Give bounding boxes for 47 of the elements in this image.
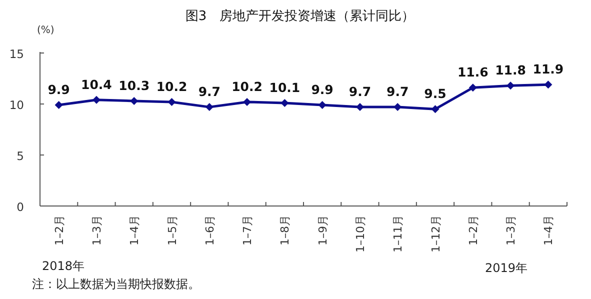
text: 2018年: [42, 259, 85, 273]
data-label: 10.3: [118, 78, 150, 93]
text: 2019年: [485, 261, 528, 275]
data-label: 9.7: [386, 84, 409, 100]
data-label: 10.4: [81, 76, 112, 92]
point: [280, 98, 289, 107]
x-tick-label: 1–11月: [392, 215, 405, 252]
y-tick-label: 15: [9, 47, 24, 61]
data-label: 9.9: [311, 82, 334, 98]
x-tick-label: 1–2月: [52, 215, 66, 246]
x-tick-label: 1–12月: [429, 215, 442, 252]
x-tick-label: 1–8月: [278, 215, 292, 246]
point: [318, 101, 326, 110]
data-label: 11.6: [457, 64, 489, 80]
x-tick-label: 1–7月: [241, 215, 254, 246]
x-tick-label: 1–5月: [166, 215, 179, 246]
x-tick-label: 1–4月: [128, 215, 142, 246]
chart-title: 图3 房地产开发投资增速（累计同比）: [185, 8, 415, 24]
point: [92, 96, 100, 104]
y-tick-label: 5: [16, 149, 24, 163]
y-axis-title: (%): [37, 25, 54, 36]
point: [431, 105, 440, 114]
data-label: 9.7: [348, 84, 372, 100]
x-tick-label: 1–3月: [90, 215, 104, 246]
y-tick-label: 10: [9, 98, 24, 112]
data-label: 10.1: [269, 80, 300, 95]
point: [168, 98, 176, 106]
x-tick-label: 1–10月: [354, 215, 367, 252]
point: [54, 101, 63, 110]
x-tick-label: 1–4月: [542, 215, 556, 246]
point: [506, 82, 515, 90]
text: 注：以上数据为当期快报数据。: [32, 277, 200, 291]
data-label: 9.9: [48, 82, 70, 98]
x-tick-label: 1–2月: [466, 215, 480, 246]
data-label: 11.9: [532, 62, 564, 77]
point: [544, 80, 552, 89]
data-label: 11.8: [495, 62, 526, 78]
x-tick-label: 1–9月: [316, 215, 330, 246]
x-tick-label: 1–6月: [203, 215, 216, 246]
data-label: 10.2: [156, 78, 188, 94]
point: [205, 103, 214, 112]
x-tick-label: 1–3月: [504, 215, 518, 246]
y-tick-label: 0: [16, 200, 24, 214]
data-label: 9.5: [424, 86, 446, 102]
data-label: 9.7: [198, 84, 220, 100]
point: [468, 84, 477, 92]
data-label: 10.2: [232, 78, 262, 94]
